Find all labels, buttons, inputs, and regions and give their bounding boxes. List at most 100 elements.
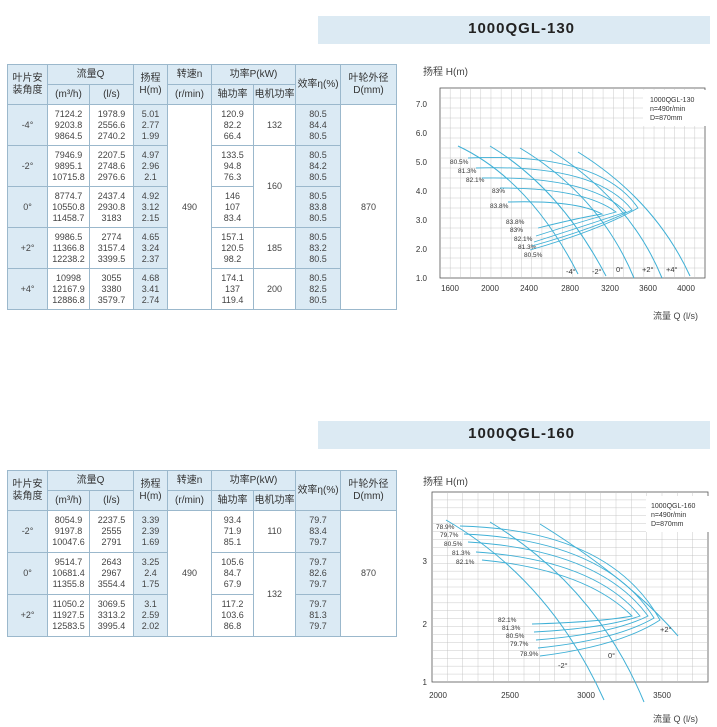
flow-m3h-cell-value: 9864.5 [54,130,83,141]
motor-power-cell: 132 [253,104,296,146]
chart1-x-tick: 3200 [601,284,619,293]
head-cell-value: 2.77 [141,119,160,130]
flow-ls-cell-value: 2748.6 [97,160,126,171]
shaft-power-cell-value: 174.1 [221,272,244,283]
chart1-y-tick: 6.0 [416,129,428,138]
efficiency-cell-value: 80.5 [309,253,327,264]
section2-title-band: 1000QGL-160 [318,421,710,449]
chart2-eff-label: 79.7% [440,532,459,539]
flow-ls-cell-value: 1978.9 [97,108,126,119]
table-row: 0° 8774.7 10550.8 11458.7 2437.4 2930.8 3183 4.… [7,186,397,228]
shaft-power-cell-value: 84.7 [223,568,242,578]
efficiency-cell-value: 84.2 [309,160,327,171]
chart2-eff-label: 80.5% [506,633,525,640]
flow-m3h-cell-value: 10998 [55,272,82,283]
shaft-power-cell-value: 83.4 [223,212,242,223]
diameter-cell: 870 [340,510,397,637]
angle-cell: -4° [7,104,48,146]
chart1-x-tick: 2000 [481,284,499,293]
efficiency-cell: 79.7 83.4 79.7 [295,510,341,553]
flow-m3h-cell-value: 9203.8 [54,119,83,130]
shaft-power-cell-value: 71.9 [223,526,242,536]
header-flow: 流量Q [47,64,134,85]
head-cell-value: 2.4 [144,568,157,578]
shaft-power-cell: 117.2 103.6 86.8 [211,594,254,637]
chart2-eff-label: 82.1% [456,559,475,566]
flow-ls-cell-value: 3183 [101,212,122,223]
flow-ls-cell: 3069.5 3313.2 3995.4 [89,594,134,637]
chart2-hq-curve [489,521,645,703]
shaft-power-cell-value: 120.9 [221,108,244,119]
chart1-eff-label: 83.8% [506,219,525,226]
efficiency-cell-value: 80.5 [309,108,327,119]
table-row: +2° 9986.5 11366.8 12238.2 2774 3157.4 3399.5 4… [7,227,397,269]
flow-ls-cell: 2237.5 2555 2791 [89,510,134,553]
chart1-angle-label: +2° [642,265,654,274]
chart2-eff-label: 82.1% [498,617,517,624]
chart1-legend-speed: n=490r/min [650,106,685,113]
head-cell-value: 3.39 [141,515,160,525]
shaft-power-cell-value: 76.3 [223,171,242,182]
flow-m3h-cell-value: 11366.8 [52,242,85,253]
flow-ls-cell-value: 3069.5 [97,599,126,609]
header-shaft-power: 轴功率 [211,84,254,105]
header-head: 扬程H(m) [133,64,168,105]
efficiency-cell-value: 84.4 [309,119,327,130]
section2-title: 1000QGL-160 [468,425,575,442]
flow-ls-cell: 2643 2967 3554.4 [89,552,134,595]
flow-ls-cell-value: 3055 [101,272,122,283]
flow-m3h-cell-value: 12886.8 [52,294,85,305]
efficiency-cell-value: 79.7 [309,579,327,589]
chart1-y-tick: 4.0 [416,187,428,196]
flow-m3h-cell: 9986.5 11366.8 12238.2 [47,227,90,269]
header-shaft-power: 轴功率 [211,490,254,511]
shaft-power-cell-value: 107 [224,201,241,212]
chart2-eff-label: 80.5% [444,541,463,548]
shaft-power-cell-value: 82.2 [223,119,242,130]
head-cell-value: 2.02 [141,621,160,631]
flow-m3h-cell-value: 9514.7 [54,557,83,567]
flow-ls-cell-value: 2967 [101,568,122,578]
flow-ls-cell: 2774 3157.4 3399.5 [89,227,134,269]
diameter-cell: 870 [340,104,397,310]
efficiency-cell: 80.5 83.2 80.5 [295,227,341,269]
chart1-x-tick: 1600 [441,284,459,293]
flow-m3h-cell: 9514.7 10681.4 11355.8 [47,552,90,595]
efficiency-cell-value: 82.6 [309,568,327,578]
chart1-efficiency-curve [467,157,639,251]
efficiency-cell-value: 79.7 [309,621,327,631]
shaft-power-cell: 93.4 71.9 85.1 [211,510,254,553]
shaft-power-cell-value: 67.9 [223,579,242,589]
head-cell-value: 2.15 [141,212,160,223]
flow-ls-cell-value: 3579.7 [97,294,126,305]
chart1-eff-label: 82.1% [466,177,485,184]
header-eff: 效率η(%) [295,64,341,105]
head-cell-value: 4.65 [141,231,160,242]
flow-m3h-cell-value: 12238.2 [52,253,85,264]
header-angle: 叶片安装角度 [7,64,48,105]
efficiency-cell-value: 79.7 [309,515,327,525]
angle-cell: -2° [7,145,48,187]
chart2-eff-label: 81.3% [452,550,471,557]
head-cell-value: 2.96 [141,160,160,171]
chart1-angle-label: 0° [616,265,623,274]
chart1-y-tick: 7.0 [416,100,428,109]
flow-m3h-cell-value: 11050.2 [52,599,85,609]
chart2-angle-label: -2° [558,661,568,670]
section1-title-band: 1000QGL-130 [318,16,710,44]
efficiency-cell-value: 81.3 [309,610,327,620]
head-cell-value: 4.68 [141,272,160,283]
chart1-x-tick: 4000 [677,284,695,293]
head-cell: 4.68 3.41 2.74 [133,268,168,310]
flow-m3h-cell: 7946.9 9895.1 10715.8 [47,145,90,187]
head-cell-value: 3.41 [141,283,160,294]
header-flow-unit-ls: (l/s) [89,490,134,511]
shaft-power-cell-value: 103.6 [221,610,244,620]
chart2-x-tick: 3000 [577,691,595,700]
flow-ls-cell-value: 2643 [101,557,122,567]
angle-cell: 0° [7,552,48,595]
flow-ls-cell: 1978.9 2556.6 2740.2 [89,104,134,146]
chart2-ylabel: 扬程 H(m) [423,475,468,488]
chart2-y-tick: 2 [423,620,428,629]
efficiency-cell-value: 79.7 [309,537,327,547]
